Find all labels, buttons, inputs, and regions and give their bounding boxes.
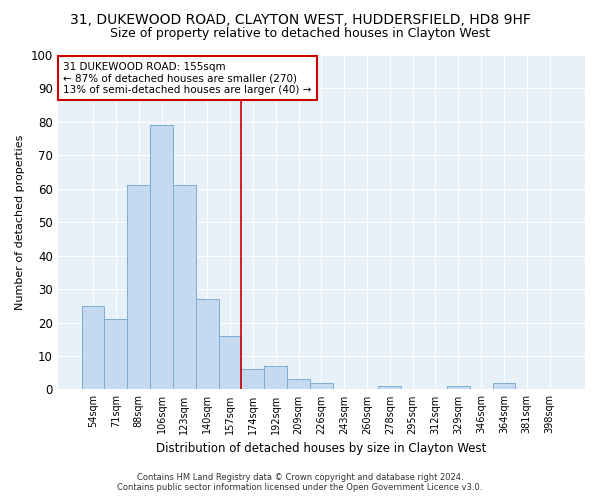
Bar <box>82 306 104 390</box>
Text: Contains HM Land Registry data © Crown copyright and database right 2024.
Contai: Contains HM Land Registry data © Crown c… <box>118 473 482 492</box>
Bar <box>447 386 470 390</box>
Text: Size of property relative to detached houses in Clayton West: Size of property relative to detached ho… <box>110 28 490 40</box>
Bar <box>264 366 287 390</box>
Bar <box>150 125 173 390</box>
Bar <box>287 380 310 390</box>
Bar <box>173 186 196 390</box>
Y-axis label: Number of detached properties: Number of detached properties <box>15 134 25 310</box>
X-axis label: Distribution of detached houses by size in Clayton West: Distribution of detached houses by size … <box>156 442 487 455</box>
Text: 31, DUKEWOOD ROAD, CLAYTON WEST, HUDDERSFIELD, HD8 9HF: 31, DUKEWOOD ROAD, CLAYTON WEST, HUDDERS… <box>70 12 530 26</box>
Bar <box>218 336 241 390</box>
Bar <box>310 382 333 390</box>
Bar <box>379 386 401 390</box>
Bar <box>493 382 515 390</box>
Text: 31 DUKEWOOD ROAD: 155sqm
← 87% of detached houses are smaller (270)
13% of semi-: 31 DUKEWOOD ROAD: 155sqm ← 87% of detach… <box>63 62 311 95</box>
Bar <box>104 319 127 390</box>
Bar <box>241 370 264 390</box>
Bar <box>127 186 150 390</box>
Bar <box>196 299 218 390</box>
